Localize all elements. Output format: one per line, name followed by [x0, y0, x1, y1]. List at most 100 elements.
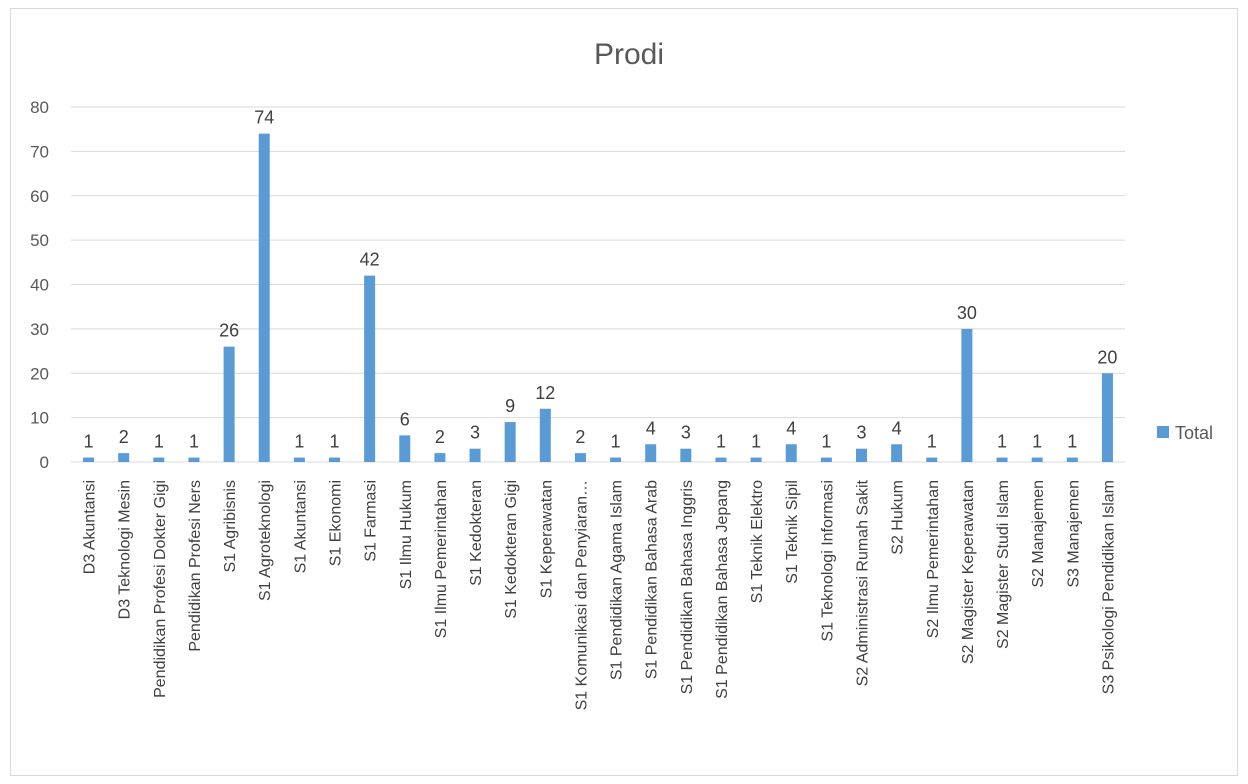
y-tick-label: 0	[40, 453, 49, 472]
bar	[680, 448, 692, 462]
x-category-label: S1 Keperawatan	[538, 480, 555, 598]
bar	[118, 453, 130, 462]
bar	[83, 457, 95, 462]
x-category-label: S1 Pendidikan Bahasa Jepang	[714, 480, 731, 699]
x-category-label: S1 Pendidikan Bahasa Arab	[644, 480, 661, 679]
x-category-label: S1 Ilmu Hukum	[398, 480, 415, 589]
data-label: 30	[957, 303, 977, 323]
bar	[574, 453, 586, 462]
bar	[610, 457, 622, 462]
data-label: 1	[997, 432, 1007, 452]
chart-title: Prodi	[594, 38, 664, 71]
data-label: 1	[154, 432, 164, 452]
bar	[223, 346, 235, 462]
legend: Total	[1157, 423, 1213, 443]
x-category-label: S2 Administrasi Rumah Sakit	[855, 479, 872, 686]
bar	[469, 448, 481, 462]
data-label: 1	[821, 432, 831, 452]
bar	[329, 457, 340, 462]
x-category-label: Pendidikan Profesi Ners	[187, 480, 204, 652]
x-category-label: S2 Hukum	[890, 480, 907, 555]
data-label: 9	[505, 396, 515, 416]
legend-swatch	[1157, 426, 1169, 438]
bar	[715, 457, 727, 462]
data-label: 74	[254, 108, 274, 128]
bar	[399, 435, 411, 462]
bar	[891, 444, 903, 462]
data-label: 1	[294, 432, 304, 452]
x-category-label: S2 Manajemen	[1030, 480, 1047, 588]
x-category-label: S1 Agroteknologi	[257, 480, 274, 601]
y-tick-label: 30	[30, 320, 49, 339]
bar	[961, 328, 973, 462]
x-category-label: S1 Teknik Sipil	[784, 480, 801, 584]
bar	[153, 457, 165, 462]
x-category-label: S1 Agribisnis	[222, 480, 239, 573]
data-label: 6	[400, 409, 410, 429]
data-label: 3	[681, 423, 691, 443]
data-label: 1	[927, 432, 937, 452]
x-category-label: S2 Magister Studi Islam	[995, 480, 1012, 649]
gridlines	[71, 106, 1125, 463]
bar	[996, 457, 1008, 462]
bar	[1066, 457, 1078, 462]
x-category-label: S1 Kedokteran Gigi	[503, 480, 520, 619]
data-label: 1	[1067, 432, 1077, 452]
x-category-label: S1 Teknologi Informasi	[819, 480, 836, 642]
data-label: 42	[360, 250, 380, 270]
bar	[785, 444, 797, 462]
x-category-label: S1 Komunikasi dan Penyiaran…	[573, 480, 590, 710]
y-tick-label: 80	[30, 98, 49, 117]
bar	[539, 408, 551, 462]
data-label: 12	[535, 383, 555, 403]
data-label: 2	[435, 427, 445, 447]
x-category-label: S1 Akuntansi	[292, 480, 309, 573]
x-category-label: D3 Teknologi Mesin	[117, 480, 134, 619]
x-category-label: S3 Manajemen	[1065, 480, 1082, 588]
x-category-label: S3 Psikologi Pendidikan Islam	[1100, 480, 1117, 694]
data-label: 1	[751, 432, 761, 452]
x-category-label: D3 Akuntansi	[82, 480, 99, 574]
bar	[645, 444, 657, 462]
data-label: 2	[119, 427, 129, 447]
x-category-label: S1 Teknik Elektro	[749, 480, 766, 603]
bar	[750, 457, 762, 462]
data-label: 20	[1097, 347, 1117, 367]
legend-label: Total	[1175, 423, 1213, 443]
data-label: 1	[1032, 432, 1042, 452]
bar	[1031, 457, 1043, 462]
x-category-label: S1 Farmasi	[363, 480, 380, 562]
x-category-label: S1 Pendidikan Agama Islam	[609, 480, 626, 680]
bar	[504, 422, 516, 462]
bar	[856, 448, 867, 462]
chart-frame: Prodi 0 10 20 30 40 50 60 70 80 1 2 1 1 26 74 1 1 42 6 2 3 9…	[10, 8, 1238, 776]
y-tick-label: 20	[30, 364, 49, 383]
x-category-label: Pendidikan Profesi Dokter Gigi	[152, 480, 169, 698]
x-category-label: S1 Pendidikan Bahasa Inggris	[679, 480, 696, 694]
data-label: 26	[219, 321, 239, 341]
data-label: 1	[84, 432, 94, 452]
y-tick-label: 10	[30, 409, 49, 428]
y-axis-tick-labels: 0 10 20 30 40 50 60 70 80	[30, 98, 49, 472]
data-label: 1	[329, 432, 339, 452]
x-category-label: S1 Ekonomi	[328, 480, 345, 566]
data-label: 3	[856, 423, 866, 443]
data-label: 4	[892, 418, 902, 438]
bar	[188, 457, 200, 462]
y-tick-label: 60	[30, 187, 49, 206]
data-label: 2	[575, 427, 585, 447]
x-category-label: S2 Magister Keperawatan	[960, 480, 977, 664]
data-label: 4	[646, 418, 656, 438]
bar	[434, 453, 446, 462]
bar	[293, 457, 305, 462]
bar	[926, 457, 938, 462]
bar	[1101, 373, 1113, 462]
bars	[83, 133, 1113, 462]
data-label: 3	[470, 423, 480, 443]
data-label: 1	[611, 432, 621, 452]
y-tick-label: 40	[30, 276, 49, 295]
data-label: 4	[786, 418, 796, 438]
data-label: 1	[716, 432, 726, 452]
